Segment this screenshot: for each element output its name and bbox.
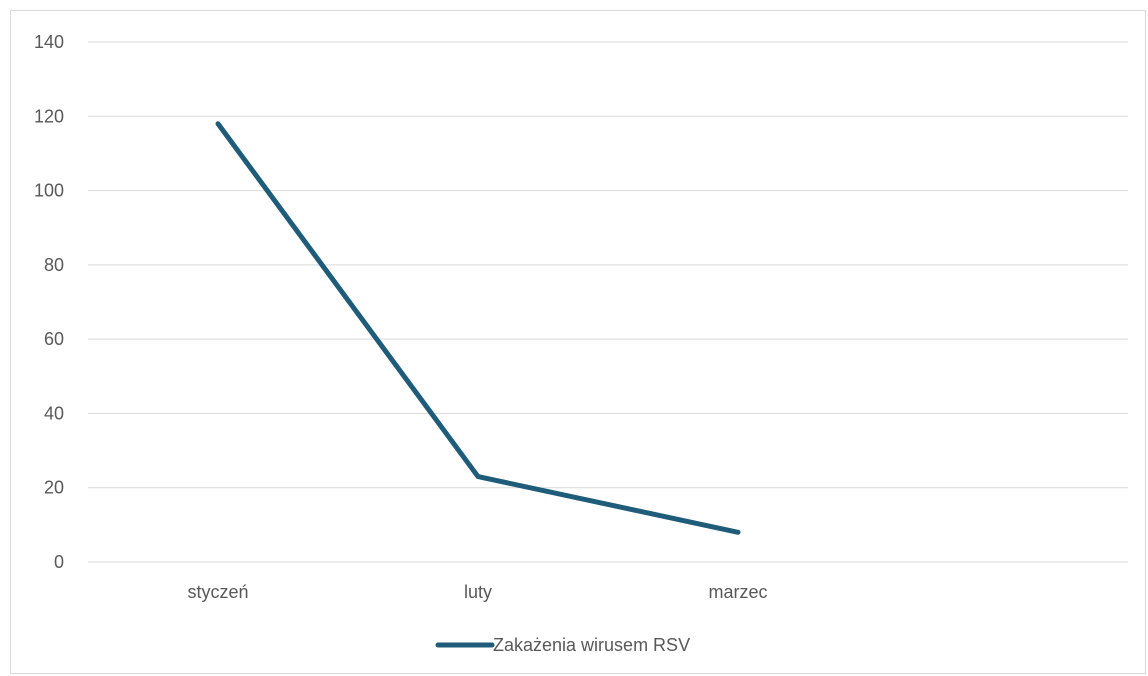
y-tick-label: 20 [44,478,64,498]
series-line [215,121,741,535]
x-tick-label: marzec [708,582,767,602]
x-tick-label: luty [464,582,492,602]
y-tick-label: 140 [34,32,64,52]
legend-label: Zakażenia wirusem RSV [493,635,690,655]
chart-frame [10,10,1146,674]
y-tick-label: 60 [44,329,64,349]
gridlines [88,41,1128,563]
y-tick-label: 100 [34,181,64,201]
legend: Zakażenia wirusem RSV [435,635,690,655]
y-axis-tick-labels: 0 20 40 60 80 100 120 140 [34,32,64,572]
y-tick-label: 120 [34,106,64,126]
y-tick-label: 0 [54,552,64,572]
series-lines [215,121,741,535]
x-tick-label: styczeń [187,582,248,602]
y-tick-label: 40 [44,403,64,423]
y-tick-label: 80 [44,255,64,275]
x-axis-tick-labels: styczeń luty marzec [187,582,767,602]
